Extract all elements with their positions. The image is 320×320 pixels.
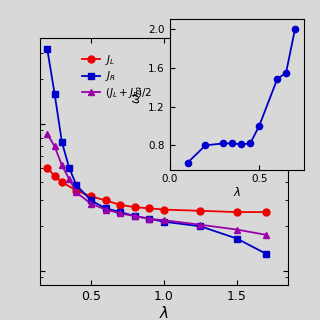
Line: $(J_L+J_R)/2$: $(J_L+J_R)/2$: [44, 131, 269, 238]
$J_L$: [104, 198, 108, 202]
$(J_L+J_R)/2$: [133, 214, 137, 218]
$J_R$: [53, 92, 57, 96]
$(J_L+J_R)/2$: [67, 177, 71, 181]
Legend: $J_L$, $J_R$, $(J_L+J_R)/2$: $J_L$, $J_R$, $(J_L+J_R)/2$: [77, 49, 156, 104]
$(J_L+J_R)/2$: [60, 164, 64, 167]
$(J_L+J_R)/2$: [53, 144, 57, 148]
$J_L$: [75, 189, 78, 193]
$J_L$: [148, 206, 151, 210]
$J_L$: [162, 208, 166, 212]
$J_R$: [60, 140, 64, 144]
$J_L$: [118, 203, 122, 207]
$J_R$: [89, 198, 93, 202]
Line: $J_R$: $J_R$: [44, 46, 269, 257]
$(J_L+J_R)/2$: [118, 212, 122, 215]
$J_R$: [118, 210, 122, 214]
$J_R$: [162, 220, 166, 224]
$J_R$: [75, 183, 78, 187]
$(J_L+J_R)/2$: [89, 202, 93, 206]
$(J_L+J_R)/2$: [264, 233, 268, 237]
$J_L$: [264, 210, 268, 214]
$J_L$: [133, 205, 137, 209]
$(J_L+J_R)/2$: [148, 217, 151, 221]
Y-axis label: $\omega_m$: $\omega_m$: [132, 85, 145, 104]
X-axis label: $\lambda$: $\lambda$: [159, 305, 169, 320]
$J_L$: [45, 166, 49, 170]
Line: $J_L$: $J_L$: [44, 164, 269, 216]
$J_L$: [235, 210, 239, 214]
$J_L$: [60, 180, 64, 184]
$J_R$: [104, 206, 108, 210]
$(J_L+J_R)/2$: [162, 218, 166, 222]
$J_L$: [53, 174, 57, 178]
$J_R$: [235, 237, 239, 241]
$(J_L+J_R)/2$: [45, 132, 49, 136]
$J_L$: [89, 195, 93, 198]
$J_R$: [264, 252, 268, 256]
$J_R$: [148, 217, 151, 221]
$J_R$: [45, 47, 49, 51]
$J_L$: [198, 209, 202, 213]
$J_R$: [67, 166, 71, 170]
$(J_L+J_R)/2$: [104, 208, 108, 212]
$J_R$: [198, 224, 202, 228]
X-axis label: $\lambda$: $\lambda$: [233, 186, 241, 199]
$(J_L+J_R)/2$: [198, 223, 202, 227]
$(J_L+J_R)/2$: [235, 228, 239, 231]
$J_R$: [133, 214, 137, 218]
$(J_L+J_R)/2$: [75, 190, 78, 194]
